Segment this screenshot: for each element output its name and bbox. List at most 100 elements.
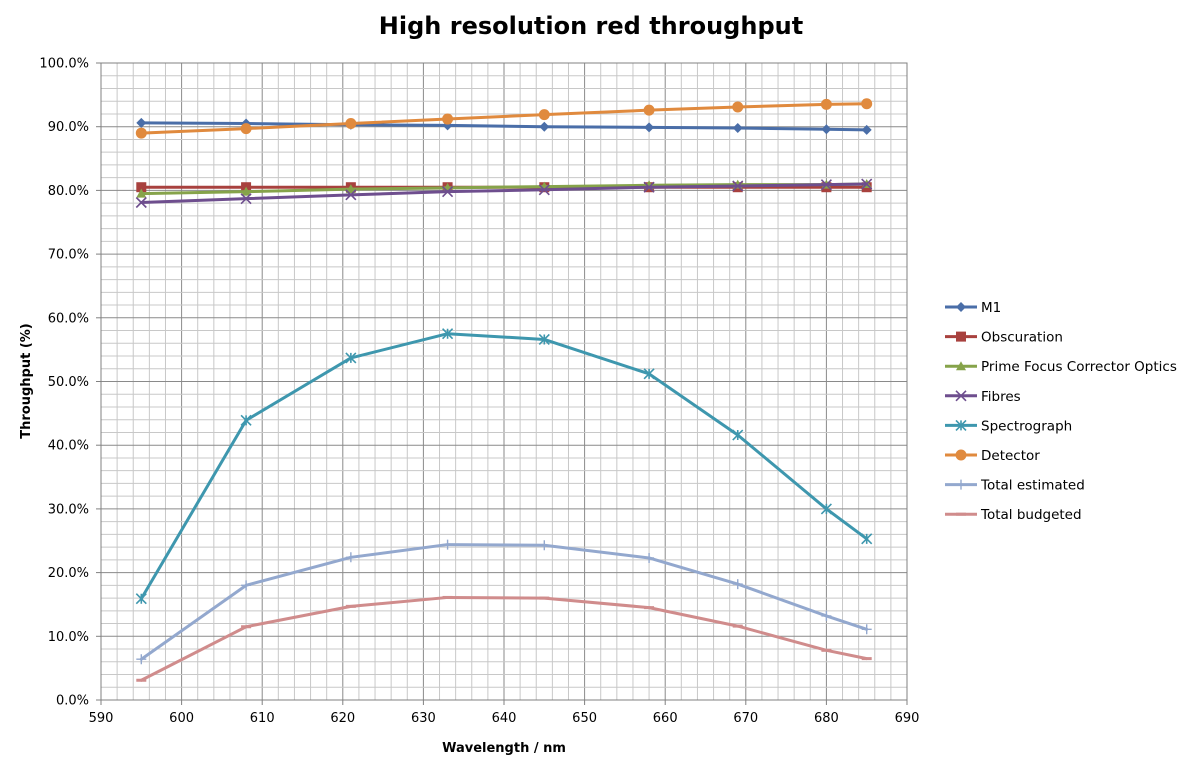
data-point	[136, 188, 147, 198]
legend-label: Total budgeted	[980, 507, 1082, 523]
data-point	[345, 189, 357, 201]
legend-item: Spectrograph	[945, 418, 1072, 434]
data-point	[136, 117, 147, 128]
data-point	[732, 429, 744, 441]
legend-item: Obscuration	[945, 330, 1063, 346]
data-point	[442, 328, 454, 340]
data-point	[538, 184, 550, 196]
data-point	[345, 352, 357, 364]
y-tick-label: 50.0%	[48, 375, 89, 390]
x-tick-label: 630	[411, 711, 436, 726]
legend-swatch-marker	[956, 331, 966, 342]
legend-label: M1	[981, 300, 1001, 316]
data-point	[644, 122, 655, 133]
x-tick-label: 610	[250, 711, 275, 726]
data-point	[643, 368, 655, 380]
x-tick-label: 690	[895, 711, 920, 726]
data-point	[732, 122, 743, 133]
y-tick-label: 40.0%	[48, 439, 89, 454]
x-tick-label: 650	[572, 711, 597, 726]
data-point	[442, 113, 454, 125]
data-point	[135, 196, 147, 209]
legend-label: Total estimated	[980, 478, 1085, 494]
data-point	[538, 109, 550, 121]
y-tick-label: 30.0%	[48, 502, 89, 517]
data-point	[821, 610, 832, 621]
data-point	[240, 193, 252, 205]
y-axis-ticks: 0.0% 10.0% 20.0% 30.0% 40.0% 50.0% 60.0% 70.0% 8…	[39, 57, 101, 709]
y-tick-label: 90.0%	[48, 120, 89, 135]
x-tick-label: 640	[492, 711, 517, 726]
data-point	[539, 121, 550, 132]
x-axis-ticks: 590 600 610 620 630 640 650 660 670 680 690	[89, 700, 920, 726]
y-tick-label: 80.0%	[48, 184, 89, 199]
data-point	[861, 178, 873, 190]
x-axis-label: Wavelength / nm	[442, 741, 566, 756]
y-tick-label: 20.0%	[48, 566, 89, 581]
data-point	[861, 533, 873, 545]
x-tick-label: 680	[814, 711, 839, 726]
legend-swatch-marker	[956, 302, 966, 312]
series-detector	[135, 98, 873, 139]
legend-label: Obscuration	[981, 330, 1063, 346]
y-tick-label: 10.0%	[48, 630, 89, 645]
data-point	[241, 186, 252, 196]
legend-swatch-marker	[955, 419, 967, 431]
data-point	[539, 540, 550, 551]
data-point	[861, 98, 873, 110]
y-tick-label: 60.0%	[48, 311, 89, 326]
x-tick-label: 590	[89, 711, 114, 726]
data-point	[240, 123, 252, 135]
chart-title: High resolution red throughput	[379, 12, 803, 40]
data-point	[345, 552, 356, 563]
legend: M1 Obscuration Prime Focus Corrector Optic…	[945, 300, 1177, 523]
legend-label: Prime Focus Corrector Optics	[981, 359, 1177, 375]
legend-swatch-marker	[955, 390, 967, 402]
data-point	[861, 124, 872, 135]
y-axis-label: Throughput (%)	[19, 323, 34, 439]
series-spectrograph	[135, 328, 873, 605]
y-tick-label: 70.0%	[48, 248, 89, 263]
data-point	[135, 127, 147, 139]
x-tick-label: 620	[330, 711, 355, 726]
data-point	[442, 539, 453, 550]
data-point	[861, 624, 872, 635]
data-point	[821, 124, 832, 135]
series-layer	[135, 98, 873, 682]
legend-item: M1	[945, 300, 1001, 316]
legend-item: Fibres	[945, 389, 1021, 405]
data-point	[135, 593, 147, 605]
data-point	[442, 186, 454, 198]
data-point	[240, 414, 252, 426]
data-point	[136, 654, 147, 665]
legend-swatch-marker	[955, 449, 967, 461]
legend-label: Spectrograph	[981, 418, 1072, 434]
series-total-estimated	[136, 539, 872, 665]
data-point	[820, 503, 832, 515]
legend-item: Detector	[945, 448, 1040, 464]
y-tick-label: 100.0%	[39, 57, 89, 72]
x-tick-label: 670	[733, 711, 758, 726]
data-point	[136, 182, 147, 193]
data-point	[538, 333, 550, 346]
legend-swatch-marker	[956, 361, 966, 371]
data-point	[732, 180, 744, 192]
data-point	[732, 579, 743, 590]
legend-item: Total budgeted	[945, 507, 1082, 523]
legend-label: Detector	[981, 448, 1040, 464]
legend-item: Total estimated	[945, 478, 1085, 494]
data-point	[643, 181, 655, 193]
series-total-budgeted	[136, 595, 872, 682]
y-tick-label: 0.0%	[56, 694, 89, 709]
data-point	[345, 118, 357, 130]
grid	[100, 62, 908, 701]
data-point	[644, 552, 655, 563]
x-tick-label: 660	[653, 711, 678, 726]
x-tick-label: 600	[169, 711, 194, 726]
legend-swatch-marker	[956, 479, 966, 490]
data-point	[345, 184, 356, 194]
data-point	[241, 580, 252, 591]
series-fibres	[135, 178, 873, 209]
